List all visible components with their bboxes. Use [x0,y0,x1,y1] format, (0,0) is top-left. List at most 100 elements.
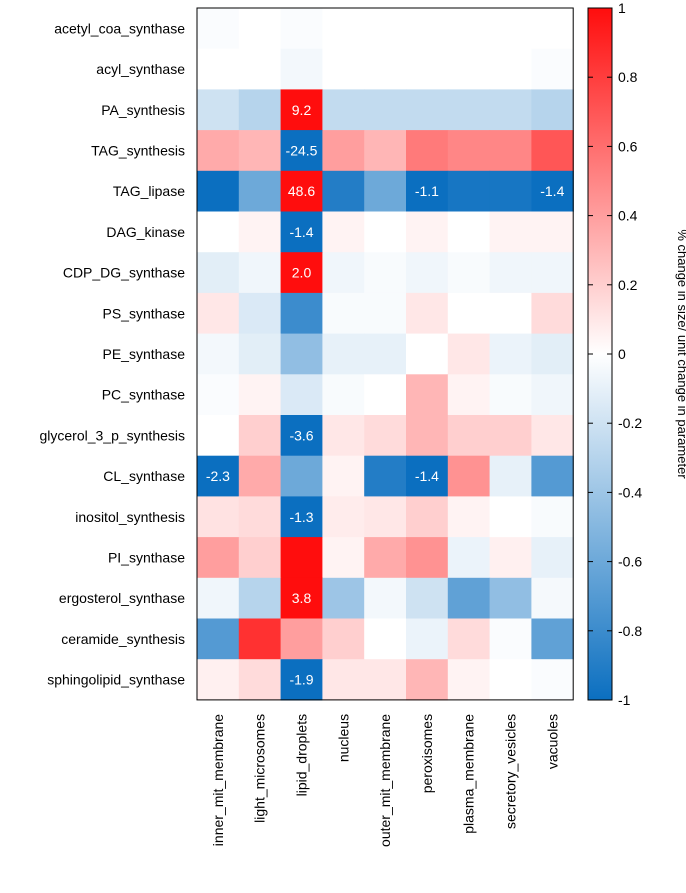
heatmap-cell [197,333,240,375]
heatmap-cell [322,415,365,457]
heatmap-cell [531,211,574,253]
colorbar-tick-label: 0.4 [618,208,638,224]
heatmap-cell [238,415,282,457]
heatmap-cell [531,170,574,213]
heatmap-cell [238,130,282,172]
heatmap-cell [406,252,449,294]
heatmap-cell [447,577,491,620]
heatmap-cell [280,659,323,701]
heatmap-cell [531,292,574,335]
heatmap-cell [322,170,365,213]
heatmap-cell [447,8,491,50]
heatmap-cell [280,48,323,90]
heatmap-cell [238,333,282,375]
heatmap-cell [280,374,323,416]
heatmap-cell [322,659,365,701]
heatmap-cell [322,252,365,294]
heatmap-cell [364,252,407,294]
heatmap-cell [238,292,282,335]
heatmap-cell [238,89,282,131]
row-label: ceramide_synthesis [61,631,185,647]
heatmap-cell [238,537,282,579]
heatmap-cell [364,455,407,497]
colorbar-tick-label: 1 [618,0,626,16]
row-label: PI_synthase [108,549,185,565]
colorbar-tick-label: 0.2 [618,277,638,293]
row-label: CDP_DG_synthase [63,265,185,281]
heatmap-cell [280,537,323,579]
heatmap-cell [447,252,491,294]
heatmap-cell [364,130,407,172]
heatmap-cell [489,170,532,213]
heatmap-cell [197,455,240,497]
heatmap-cell [364,659,407,701]
heatmap-cell [197,537,240,579]
heatmap-cell [322,48,365,90]
cell-annotation: -1.1 [415,183,439,199]
cell-annotation: -1.4 [540,183,564,199]
colorbar-tick-label: 0 [618,346,626,362]
cell-annotation: -1.4 [415,468,439,484]
colorbar-tick-label: -0.2 [618,415,642,431]
heatmap-cell [364,496,407,538]
heatmap-cell [364,48,407,90]
column-label: outer_mit_membrane [377,714,393,847]
heatmap-cell [406,577,449,620]
row-label: PA_synthesis [101,102,185,118]
heatmap-cell [406,89,449,131]
heatmap-cell [406,537,449,579]
column-label: secretory_vesicles [503,714,519,829]
heatmap-cell [489,618,532,660]
cell-annotations: 9.2 -24.5 48.6 -1.1 -1.4 -1.4 2.0 -3.6 -2.3 -1.4 -… [206,102,565,688]
heatmap-cell [489,455,532,497]
heatmap-cell [447,415,491,457]
column-label: peroxisomes [419,714,435,793]
cell-annotation: -24.5 [286,142,318,158]
heatmap-cell [238,659,282,701]
column-label: plasma_membrane [461,714,477,834]
row-label: glycerol_3_p_synthesis [39,427,185,443]
heatmap-cell [364,618,407,660]
heatmap-cell [238,374,282,416]
heatmap-cell [447,537,491,579]
heatmap-cell [364,170,407,213]
cell-annotation: -1.3 [289,509,313,525]
row-label: PE_synthase [103,346,186,362]
colorbar: 1 0.8 0.6 0.4 0.2 0 -0.2 -0.4 -0.6 -0.8 -1 % change… [587,0,686,708]
colorbar-tick-label: -0.6 [618,554,642,570]
row-label: PC_synthase [102,387,185,403]
heatmap-cell [364,537,407,579]
heatmap-cell [322,292,365,335]
heatmap-cell [531,415,574,457]
heatmap-cell [406,659,449,701]
heatmap-cell [197,292,240,335]
heatmap-cell [447,496,491,538]
heatmap-cell [364,8,407,50]
heatmap-cell [447,455,491,497]
heatmap-cell [489,252,532,294]
heatmap-cell [447,292,491,335]
heatmap-cell [489,577,532,620]
heatmap-cell [197,8,240,50]
heatmap-cell [531,455,574,497]
column-label: lipid_droplets [294,714,310,797]
cell-annotation: -1.4 [289,224,313,240]
heatmap-cells [196,7,574,701]
heatmap-cell [406,455,449,497]
heatmap-cell [238,48,282,90]
heatmap-cell [322,333,365,375]
heatmap-cell [280,252,323,294]
heatmap-cell [364,333,407,375]
row-label: acetyl_coa_synthase [54,20,185,36]
heatmap-cell [197,415,240,457]
heatmap-cell [489,48,532,90]
heatmap-cell [197,211,240,253]
heatmap-cell [280,211,323,253]
heatmap-cell [447,211,491,253]
heatmap-cell [489,415,532,457]
heatmap-cell [238,496,282,538]
heatmap-cell [531,130,574,172]
heatmap-cell [489,8,532,50]
cell-annotation: -2.3 [206,468,230,484]
heatmap-cell [238,170,282,213]
